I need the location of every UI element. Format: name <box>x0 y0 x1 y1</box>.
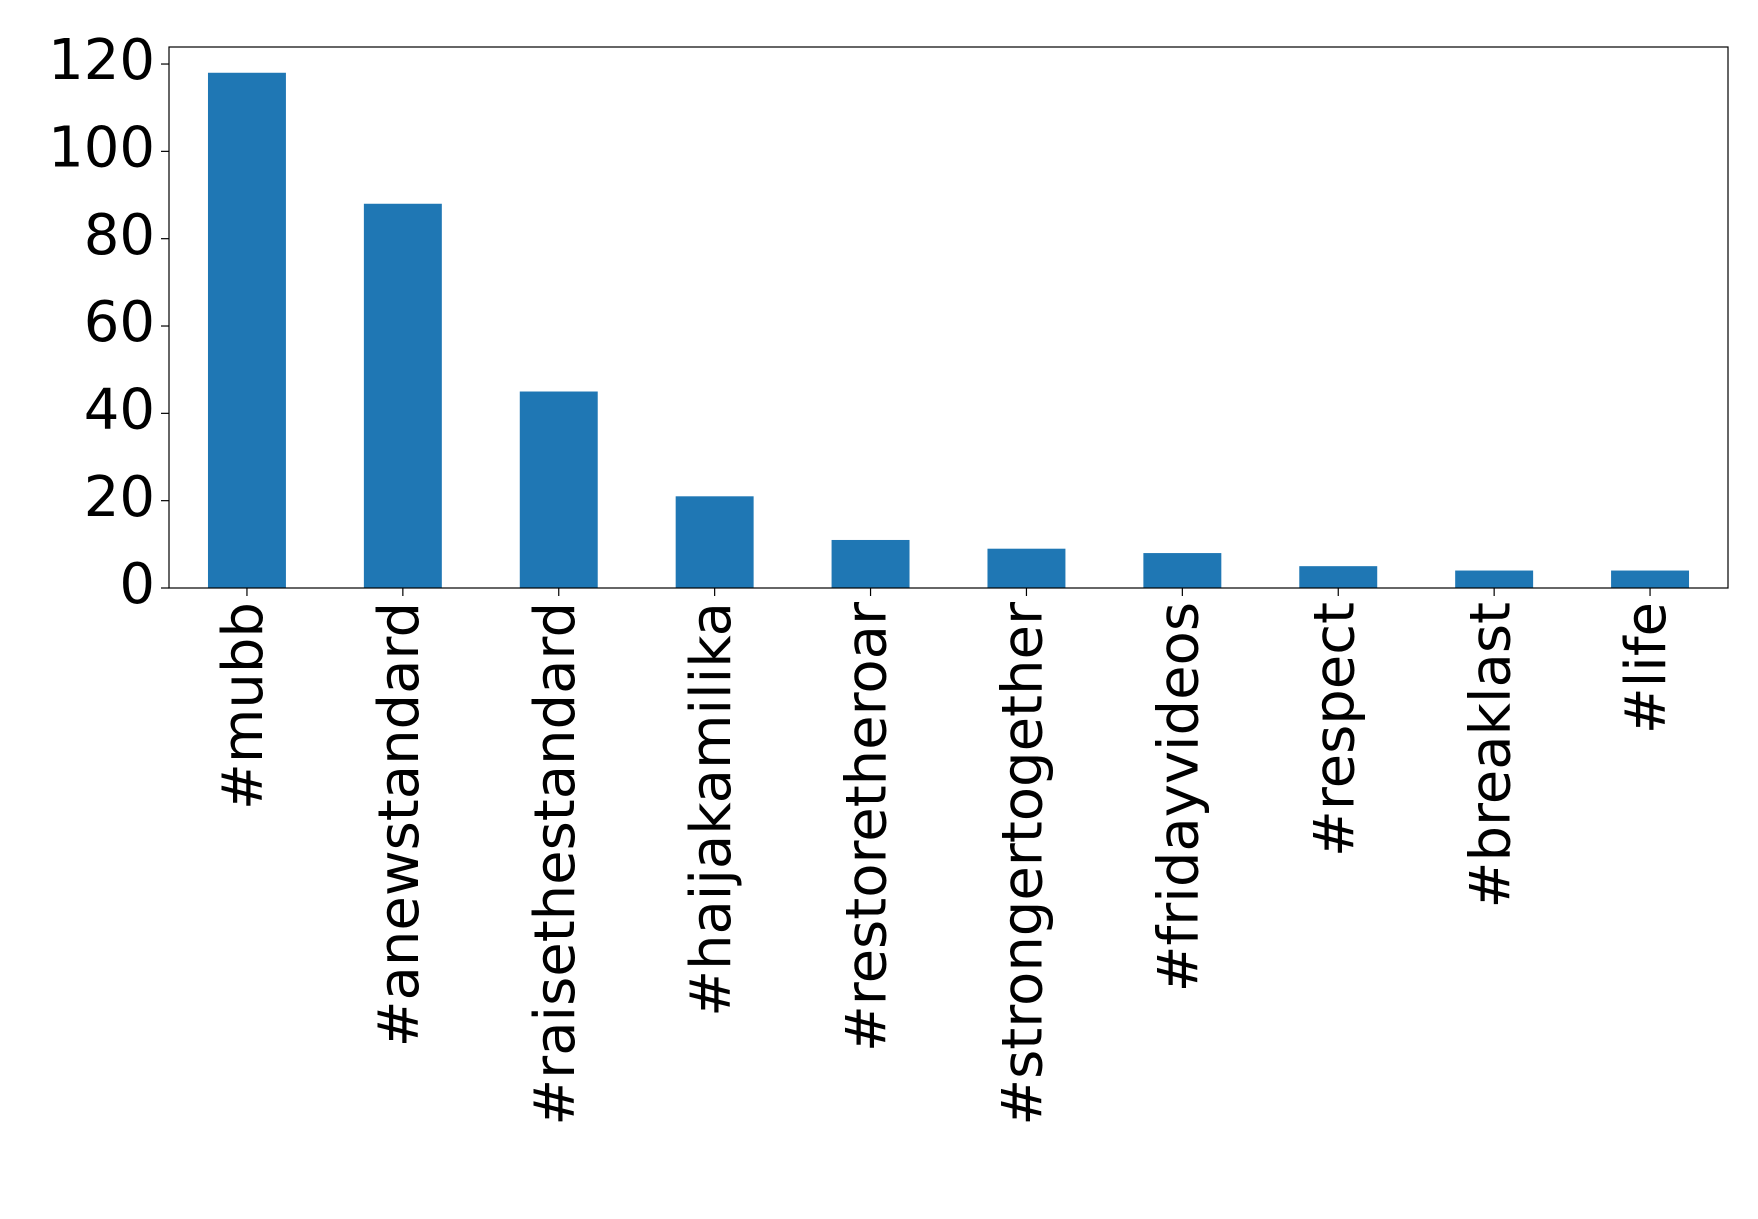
x-tick-label: #mubb <box>211 602 276 810</box>
x-tick-label: #haijakamilika <box>679 602 744 1017</box>
x-tick-label: #restoretheroar <box>835 601 900 1052</box>
x-tick-label: #fridayvideos <box>1146 602 1211 992</box>
y-tick-label: 0 <box>119 552 155 617</box>
y-tick-label: 120 <box>48 28 155 93</box>
x-tick-label: #life <box>1614 602 1679 734</box>
bar <box>1299 566 1378 588</box>
bar <box>831 539 910 588</box>
y-tick-label: 100 <box>48 115 155 180</box>
y-tick-label: 40 <box>84 377 155 442</box>
x-tick-label: #anewstandard <box>367 602 432 1047</box>
y-tick-label: 20 <box>84 465 155 530</box>
bar <box>1611 570 1690 588</box>
x-tick-label: #strongertogether <box>991 601 1056 1126</box>
bar <box>1455 570 1534 588</box>
x-tick-label: #breaklast <box>1458 602 1523 908</box>
bar <box>1143 553 1222 588</box>
x-tick-label: #raisethestandard <box>523 602 588 1126</box>
bar <box>675 496 754 588</box>
y-tick-label: 80 <box>84 203 155 268</box>
bar <box>987 548 1066 588</box>
bar <box>363 203 442 588</box>
y-tick-label: 60 <box>84 290 155 355</box>
plot-frame <box>168 46 1729 589</box>
bar <box>519 391 598 588</box>
bar <box>207 72 286 588</box>
x-tick-label: #respect <box>1302 602 1367 857</box>
